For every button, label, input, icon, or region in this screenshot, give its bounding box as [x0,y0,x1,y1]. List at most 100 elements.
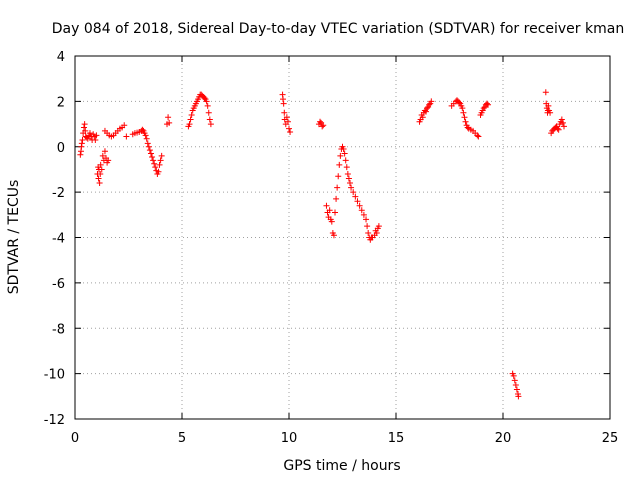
data-point [86,130,93,137]
data-point [335,173,342,180]
data-point [82,127,89,134]
data-point [419,114,426,121]
data-point [155,168,162,175]
data-point [166,119,173,126]
y-tick-label: -12 [44,413,65,428]
x-tick-label: 20 [495,431,512,446]
data-point [345,175,352,182]
data-point [78,140,85,147]
data-points [77,89,567,400]
data-point [201,94,208,101]
y-tick-label: -10 [44,368,65,383]
data-point [96,180,103,187]
data-point [147,150,154,157]
data-point [330,232,337,239]
data-point [149,153,156,160]
data-point [513,386,520,393]
data-point [474,132,481,139]
data-point [485,101,492,108]
data-point [319,123,326,130]
data-point [97,170,104,177]
data-point [188,111,195,118]
data-point [364,223,371,230]
axis-ticks: 0 5 10 15 20 25 -12 -10 -8 -6 -4 -2 0 2 4 [44,50,619,446]
data-point [480,105,487,112]
data-point [483,100,490,107]
data-point [475,133,482,140]
data-point [428,98,435,105]
x-tick-label: 25 [602,431,619,446]
data-point [360,211,367,218]
data-point [328,218,335,225]
data-point [207,121,214,128]
data-point [144,140,151,147]
data-point [424,105,431,112]
data-point [333,195,340,202]
x-tick-label: 15 [388,431,405,446]
data-point [97,161,104,168]
data-point [143,135,150,142]
data-point [373,229,380,236]
data-point [150,157,157,164]
data-point [165,114,172,121]
data-point [139,126,146,133]
data-point [459,105,466,112]
data-point [187,116,194,123]
data-point [358,207,365,214]
y-tick-label: -4 [52,232,65,247]
data-point [375,223,382,230]
data-point [332,209,339,216]
data-point [560,123,567,130]
data-point [555,126,562,133]
data-point [317,118,324,125]
data-point [151,160,158,167]
data-point [558,116,565,123]
data-point [284,118,291,125]
data-point [354,198,361,205]
data-point [203,98,210,105]
data-point [77,151,84,158]
data-point [286,125,292,132]
data-point [515,393,522,400]
data-point [323,202,330,209]
data-point [287,129,294,136]
data-point [157,157,164,164]
plot-frame [74,55,611,420]
data-point [545,102,552,109]
data-point [346,180,353,187]
data-point [356,202,363,209]
data-point [554,125,561,132]
data-point [123,133,130,140]
data-point [460,109,467,116]
data-point [205,109,212,116]
data-point [348,184,355,191]
data-point [145,143,152,150]
data-point [456,99,463,106]
data-point [93,132,100,139]
data-point [336,161,343,168]
data-point [511,377,518,384]
data-point [320,122,327,129]
data-point [337,152,344,159]
data-point [81,121,88,128]
data-point [363,216,370,223]
data-point [422,108,429,115]
chart-title: Day 084 of 2018, Sidereal Day-to-day VTE… [52,21,624,37]
y-tick-label: 4 [57,50,65,65]
data-point [92,136,99,143]
y-tick-label: -6 [52,277,65,292]
data-point [559,119,566,126]
data-point [84,135,91,142]
data-point [142,132,149,139]
data-point [334,184,341,191]
data-point [344,170,351,177]
data-point [158,152,165,159]
y-tick-label: -8 [52,322,65,337]
data-point [206,116,213,123]
data-point [186,121,193,128]
data-point [542,89,549,96]
data-point [98,166,105,173]
x-axis-label: GPS time / hours [283,458,400,474]
y-tick-label: 2 [57,95,65,110]
data-point [105,157,112,164]
